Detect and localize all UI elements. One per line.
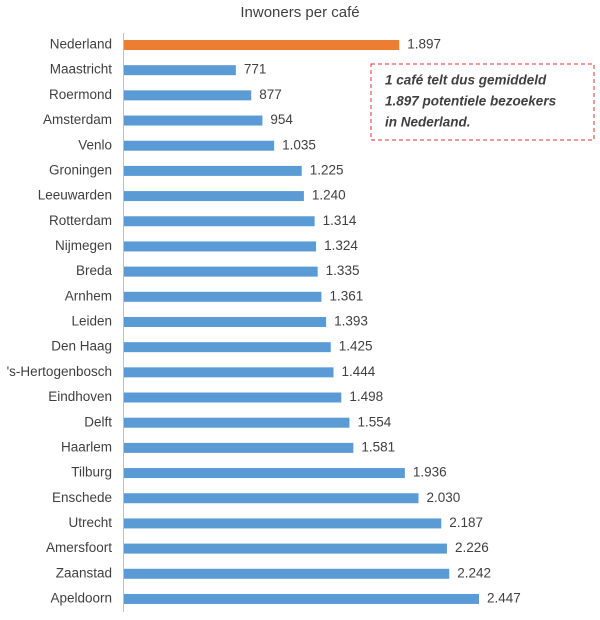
category-label: Tilburg <box>71 465 112 480</box>
value-label: 1.035 <box>282 137 316 152</box>
category-label: Venlo <box>78 137 112 152</box>
value-label: 1.425 <box>339 339 373 354</box>
bar <box>124 191 304 202</box>
value-label: 1.444 <box>341 364 375 379</box>
category-label: Delft <box>84 414 112 429</box>
bar <box>124 115 263 126</box>
value-label: 1.936 <box>413 465 447 480</box>
bar <box>124 342 331 353</box>
value-label: 1.361 <box>329 288 363 303</box>
bar <box>124 90 252 101</box>
value-label: 1.324 <box>324 238 358 253</box>
category-label: Zaanstad <box>56 565 112 580</box>
value-label: 1.225 <box>310 162 344 177</box>
value-label: 1.393 <box>334 314 368 329</box>
category-label: Breda <box>76 263 113 278</box>
category-label: Haarlem <box>61 439 112 454</box>
value-label: 1.554 <box>357 414 391 429</box>
annotation-line: 1.897 potentiele bezoekers <box>385 94 557 109</box>
value-label: 2.226 <box>455 540 489 555</box>
category-label: Groningen <box>49 162 112 177</box>
value-label: 2.242 <box>457 565 491 580</box>
bar <box>124 140 275 151</box>
value-label: 1.335 <box>326 263 360 278</box>
bar <box>124 442 354 453</box>
bar <box>124 518 442 529</box>
category-label: Maastricht <box>50 62 113 77</box>
category-label: Leiden <box>71 314 112 329</box>
value-label: 2.030 <box>427 490 461 505</box>
chart-title: Inwoners per café <box>240 4 359 21</box>
bar <box>124 543 447 554</box>
category-label: Den Haag <box>51 339 112 354</box>
annotation-box <box>370 63 595 141</box>
value-label: 1.498 <box>349 389 383 404</box>
bar <box>124 468 405 479</box>
category-label: Eindhoven <box>48 389 112 404</box>
category-label: Nederland <box>50 37 112 52</box>
bar <box>124 291 322 302</box>
value-label: 1.314 <box>323 213 357 228</box>
value-label: 877 <box>259 87 282 102</box>
bar <box>124 493 419 504</box>
value-label: 954 <box>270 112 293 127</box>
category-label: 's-Hertogenbosch <box>7 364 112 379</box>
category-label: Arnhem <box>65 288 112 303</box>
bar <box>124 216 315 227</box>
value-label: 1.581 <box>361 439 395 454</box>
bar <box>124 568 450 579</box>
value-label: 2.187 <box>449 515 483 530</box>
bar <box>124 593 479 604</box>
value-label: 1.240 <box>312 188 346 203</box>
category-label: Amersfoort <box>46 540 112 555</box>
bar <box>124 65 236 76</box>
bar <box>124 367 334 378</box>
annotation-line: in Nederland. <box>385 115 471 130</box>
category-label: Nijmegen <box>55 238 112 253</box>
annotation-line: 1 café telt dus gemiddeld <box>385 73 547 88</box>
category-label: Amsterdam <box>43 112 112 127</box>
value-label: 2.447 <box>487 591 521 606</box>
bar <box>124 316 327 327</box>
category-label: Enschede <box>52 490 112 505</box>
bar <box>124 266 318 277</box>
bar <box>124 392 342 403</box>
bar <box>124 417 350 428</box>
value-label: 771 <box>244 62 267 77</box>
category-label: Roermond <box>49 87 112 102</box>
value-label: 1.897 <box>407 37 441 52</box>
category-label: Utrecht <box>68 515 112 530</box>
bar <box>124 165 302 176</box>
bar <box>124 40 400 50</box>
category-label: Rotterdam <box>49 213 112 228</box>
category-label: Leeuwarden <box>38 188 112 203</box>
bar <box>124 241 317 252</box>
category-label: Apeldoorn <box>50 591 112 606</box>
